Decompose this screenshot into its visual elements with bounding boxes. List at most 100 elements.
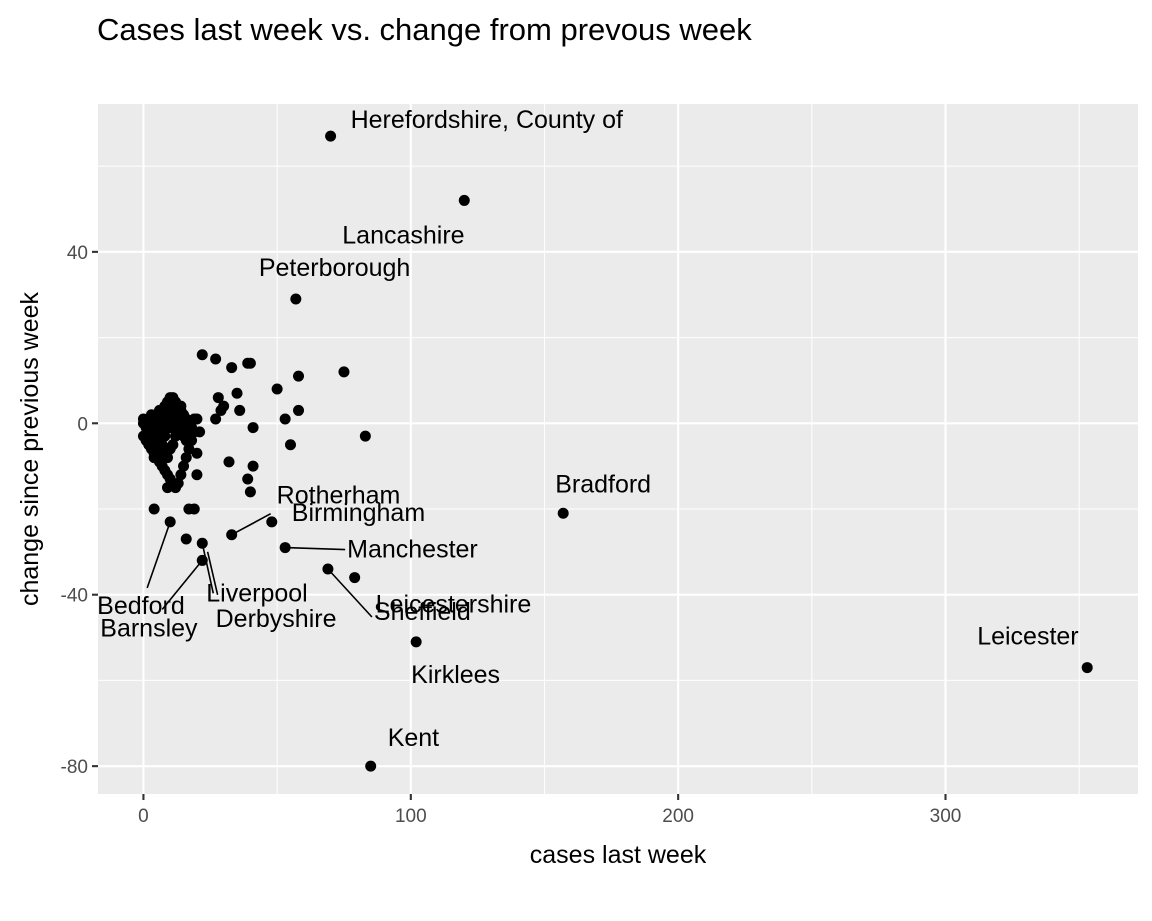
data-point	[175, 400, 187, 412]
data-point	[293, 370, 305, 382]
data-point	[226, 362, 238, 374]
data-point	[284, 439, 296, 451]
major-gridlines	[98, 104, 1138, 794]
point-label: Herefordshire, County of	[351, 106, 623, 134]
data-point	[162, 482, 174, 494]
label-leader-line	[231, 513, 272, 536]
point-label: Manchester	[347, 536, 478, 564]
data-point	[191, 413, 203, 425]
data-point	[180, 434, 192, 446]
data-point	[266, 516, 278, 528]
data-point	[279, 413, 291, 425]
y-tick-label: 0	[77, 414, 88, 435]
point-label: Sheffield	[374, 598, 471, 626]
data-point	[234, 404, 246, 416]
point-label: Liverpool	[206, 579, 307, 607]
x-axis-ticks: 0 100 200 300	[138, 794, 961, 827]
data-point	[242, 473, 254, 485]
point-label: Kirklees	[411, 661, 500, 689]
point-label: Birmingham	[292, 499, 425, 527]
minor-gridlines	[98, 104, 1138, 794]
data-point	[247, 460, 259, 472]
data-point	[180, 533, 192, 545]
y-axis-title: change since previous week	[16, 291, 44, 606]
data-point	[196, 554, 208, 566]
data-point	[175, 469, 187, 481]
data-point	[247, 422, 259, 434]
label-leader-line	[206, 551, 219, 596]
data-point	[172, 413, 184, 425]
data-point	[322, 563, 334, 575]
data-point	[153, 443, 165, 455]
data-point	[359, 430, 371, 442]
label-leader-line	[161, 559, 203, 610]
data-point	[137, 413, 149, 425]
data-point	[212, 392, 224, 404]
data-point	[178, 460, 190, 472]
plot-panel	[98, 104, 1138, 794]
data-point	[196, 537, 208, 549]
data-point	[145, 430, 157, 442]
point-label: Kent	[388, 724, 439, 752]
point-label: Bradford	[555, 470, 651, 498]
point-label: Lancashire	[342, 221, 464, 249]
data-point	[210, 353, 222, 365]
data-point	[167, 400, 179, 412]
label-leader-lines	[146, 513, 373, 618]
data-point	[148, 503, 160, 515]
data-point	[365, 760, 377, 772]
data-point	[293, 404, 305, 416]
data-point	[226, 529, 238, 541]
data-points	[137, 130, 1093, 772]
data-point	[231, 387, 243, 399]
data-point	[164, 422, 176, 434]
data-point	[244, 357, 256, 369]
x-tick-label: 100	[395, 806, 427, 827]
label-leader-line	[146, 521, 171, 589]
data-point	[164, 516, 176, 528]
data-point	[215, 404, 227, 416]
data-point	[1081, 662, 1093, 674]
data-point	[349, 572, 361, 584]
data-point	[159, 430, 171, 442]
label-leader-line	[327, 568, 373, 618]
data-point	[196, 349, 208, 361]
data-point	[191, 447, 203, 459]
data-point	[210, 413, 222, 425]
data-point	[279, 542, 291, 554]
y-tick-label: -80	[61, 757, 88, 778]
data-point	[191, 469, 203, 481]
point-label: Derbyshire	[216, 605, 337, 633]
point-label: Rotherham	[277, 482, 401, 510]
data-point	[271, 383, 283, 395]
label-leader-line	[201, 543, 215, 594]
data-point	[148, 452, 160, 464]
data-point	[338, 366, 350, 378]
data-point	[151, 413, 163, 425]
y-tick-label: 40	[67, 243, 88, 264]
chart-title: Cases last week vs. change from prevous …	[97, 12, 752, 47]
point-label: Bedford	[97, 592, 185, 620]
data-point	[223, 456, 235, 468]
point-labels: Herefordshire, County of Lancashire Peterb…	[97, 106, 1078, 752]
data-point	[172, 477, 184, 489]
point-label: Leicestershire	[376, 591, 532, 619]
point-label: Barnsley	[100, 614, 198, 642]
data-point	[188, 503, 200, 515]
data-point	[557, 507, 569, 519]
data-point	[244, 486, 256, 498]
data-point	[325, 130, 337, 142]
x-tick-label: 300	[930, 806, 962, 827]
y-tick-label: -40	[61, 586, 88, 607]
data-point	[180, 452, 192, 464]
point-label: Leicester	[977, 623, 1078, 651]
data-point	[458, 194, 470, 206]
x-tick-label: 200	[662, 806, 694, 827]
x-tick-label: 0	[138, 806, 149, 827]
label-leader-line	[285, 546, 346, 551]
point-label: Peterborough	[259, 254, 411, 282]
data-point	[410, 636, 422, 648]
y-axis-ticks: -80 -40 0 40	[61, 243, 98, 778]
x-axis-title: cases last week	[530, 841, 707, 869]
